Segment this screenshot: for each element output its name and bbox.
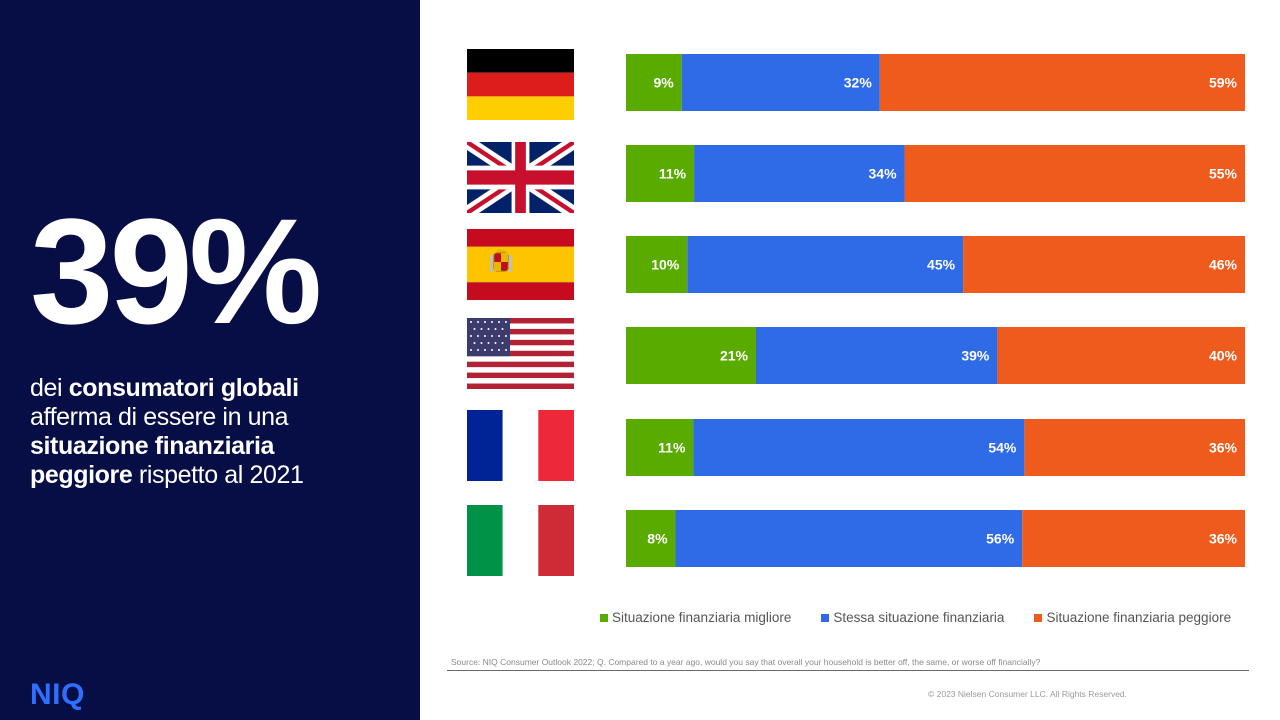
uk-flag-icon	[467, 142, 574, 213]
usa-flag-icon	[467, 318, 574, 389]
summary-panel: 39% dei consumatori globali afferma di e…	[0, 0, 420, 720]
source-note: Source: NIQ Consumer Outlook 2022; Q. Co…	[451, 657, 1041, 667]
legend-label-better: Situazione finanziaria migliore	[612, 610, 792, 625]
headline-text: dei consumatori globali afferma di esser…	[30, 374, 360, 490]
bar-label-better-2: 10%	[651, 257, 680, 273]
italy-flag-icon	[467, 505, 574, 576]
bar-label-better-4: 11%	[658, 440, 686, 456]
bar-worse-3	[997, 327, 1245, 384]
bar-worse-1	[904, 145, 1245, 202]
bar-label-same-4: 54%	[988, 440, 1017, 456]
headline-segment: dei	[30, 374, 69, 402]
bar-label-same-1: 34%	[869, 166, 898, 182]
bar-worse-5	[1022, 510, 1245, 567]
bar-label-worse-2: 46%	[1209, 257, 1238, 273]
bar-same-1	[694, 145, 905, 202]
legend-item-worse: Situazione finanziaria peggiore	[1034, 610, 1231, 625]
bar-better-3	[626, 327, 756, 384]
bar-label-better-1: 11%	[659, 166, 687, 182]
bar-label-worse-3: 40%	[1209, 348, 1238, 364]
headline-segment: afferma di essere in una	[30, 403, 289, 431]
legend-item-better: Situazione finanziaria migliore	[600, 610, 791, 625]
spain-flag-icon	[467, 229, 574, 300]
headline-segment: rispetto al 2021	[132, 461, 304, 489]
bar-label-better-3: 21%	[720, 348, 749, 364]
bar-label-same-2: 45%	[927, 257, 956, 273]
bar-label-worse-5: 36%	[1209, 531, 1238, 547]
bar-label-better-0: 9%	[653, 75, 674, 91]
bar-label-worse-4: 36%	[1209, 440, 1238, 456]
france-flag-icon	[467, 410, 574, 481]
bar-same-2	[687, 236, 964, 293]
legend-swatch-worse	[1034, 613, 1043, 622]
headline-emphasis: situazione finanziaria peggiore	[30, 432, 275, 489]
bar-same-4	[693, 419, 1025, 476]
legend-label-worse: Situazione finanziaria peggiore	[1046, 610, 1232, 625]
bar-label-better-5: 8%	[647, 531, 668, 547]
bar-better-0	[626, 54, 682, 111]
germany-flag-icon	[467, 49, 574, 120]
bar-label-same-3: 39%	[961, 348, 990, 364]
bar-label-worse-1: 55%	[1209, 166, 1238, 182]
legend-item-same: Stessa situazione finanziaria	[821, 610, 1004, 625]
spain-coat-of-arms-icon	[490, 249, 512, 272]
copyright-notice: © 2023 Nielsen Consumer LLC. All Rights …	[928, 689, 1128, 699]
footer-divider	[447, 670, 1249, 671]
bar-better-5	[626, 510, 676, 567]
legend-swatch-better	[600, 613, 608, 622]
bar-worse-2	[963, 236, 1245, 293]
bar-worse-4	[1024, 419, 1245, 476]
bar-label-same-5: 56%	[986, 531, 1015, 547]
bar-better-1	[626, 145, 695, 202]
bar-worse-0	[879, 54, 1245, 111]
headline-emphasis: consumatori globali	[68, 374, 299, 402]
bar-same-5	[675, 510, 1023, 567]
bar-better-4	[626, 419, 694, 476]
headline-statistic: 39%	[30, 187, 322, 355]
bar-same-3	[755, 327, 998, 384]
niq-logo: NIQ	[30, 678, 85, 711]
bar-same-0	[681, 54, 880, 111]
chart-legend: Situazione finanziaria migliore Stessa s…	[600, 610, 1231, 625]
legend-label-same: Stessa situazione finanziaria	[833, 610, 1005, 625]
legend-swatch-same	[821, 613, 830, 622]
bar-better-2	[626, 236, 688, 293]
bar-label-worse-0: 59%	[1209, 75, 1238, 91]
bar-label-same-0: 32%	[844, 75, 873, 91]
